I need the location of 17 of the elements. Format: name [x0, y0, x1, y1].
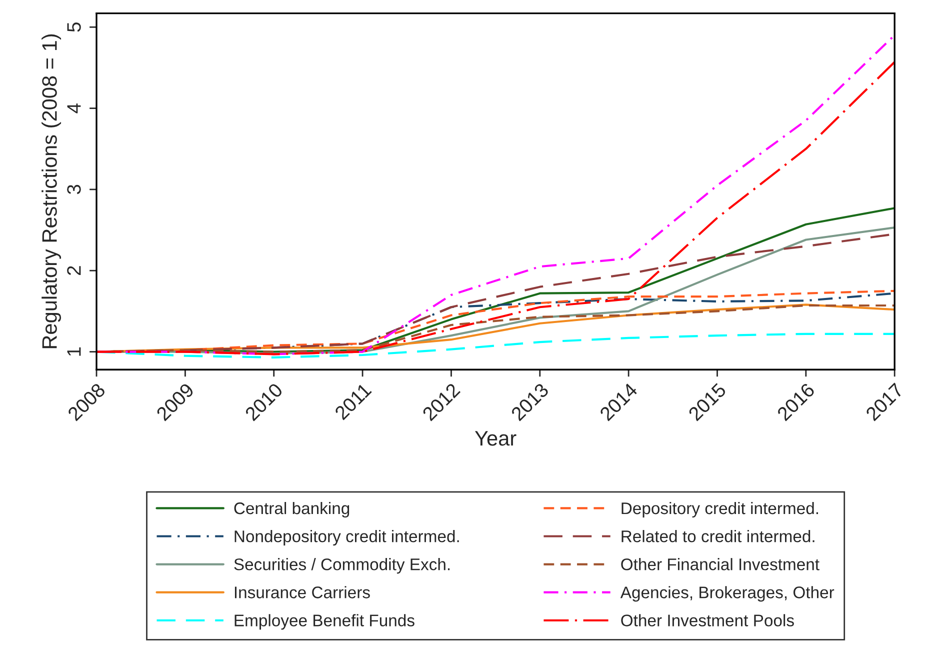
y-tick-label: 5: [67, 22, 81, 32]
y-axis-title: Regulatory Restrictions (2008 = 1): [42, 34, 62, 348]
y-tick-label: 4: [67, 103, 81, 114]
legend-label: Other Investment Pools: [621, 614, 794, 626]
legend-label: Depository credit intermed.: [622, 502, 818, 518]
x-axis-title: Year: [474, 431, 516, 446]
legend-label: Agencies, Brokerages, Other: [620, 586, 834, 602]
legend-label: Other Financial Investment: [621, 558, 820, 570]
legend-label: Related to credit intermed.: [622, 530, 814, 542]
y-tick-label: 1: [67, 347, 81, 356]
legend-label: Securities / Commodity Exch.: [234, 558, 450, 574]
y-tick-label: 2: [67, 266, 81, 276]
legend-label: Nondepository credit intermed.: [234, 530, 459, 546]
y-tick-label: 3: [67, 184, 81, 194]
legend-label: Insurance Carriers: [234, 586, 370, 598]
legend-label: Central banking: [234, 502, 350, 518]
legend-label: Employee Benefit Funds: [234, 614, 414, 630]
